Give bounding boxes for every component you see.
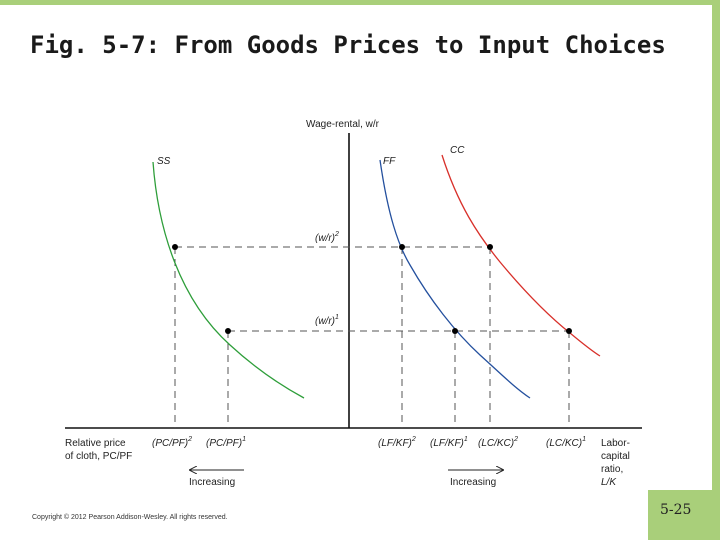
ss-point-2	[172, 244, 178, 250]
lf-kf-tick-1: (LF/KF)1	[430, 436, 468, 449]
top-accent-bar	[0, 0, 720, 5]
right-accent-bar	[712, 0, 720, 540]
wage-level-2-label: (w/r)2	[315, 231, 339, 244]
left-axis-label-line2: of cloth, PC/PF	[65, 451, 132, 462]
price-tick-1: (PC/PF)1	[206, 436, 246, 449]
wage-level-1-label: (w/r)1	[315, 314, 339, 327]
left-axis-label-line1: Relative price	[65, 438, 126, 449]
ss-curve	[152, 161, 305, 399]
cc-point-1	[566, 328, 572, 334]
right-increasing-label: Increasing	[450, 477, 496, 488]
price-tick-2: (PC/PF)2	[152, 436, 192, 449]
left-increasing-label: Increasing	[189, 477, 235, 488]
copyright-notice: Copyright © 2012 Pearson Addison-Wesley.…	[32, 514, 228, 521]
page-number-box	[648, 490, 720, 540]
ss-point-1	[225, 328, 231, 334]
cc-curve-label: CC	[450, 145, 465, 156]
cc-curve	[441, 154, 601, 357]
right-axis-label-line1: Labor-	[601, 438, 630, 449]
ff-curve-label: FF	[383, 156, 396, 167]
ff-point-1	[452, 328, 458, 334]
ff-point-2	[399, 244, 405, 250]
right-axis-label-line4: L/K	[601, 477, 617, 488]
lc-kc-tick-1: (LC/KC)1	[546, 436, 586, 449]
cc-point-2	[487, 244, 493, 250]
ss-curve-label: SS	[157, 156, 171, 167]
ff-curve	[379, 159, 531, 399]
right-axis-label-line2: capital	[601, 451, 630, 462]
slide-title: Fig. 5-7: From Goods Prices to Input Cho…	[30, 31, 666, 59]
lf-kf-tick-2: (LF/KF)2	[378, 436, 416, 449]
lc-kc-tick-2: (LC/KC)2	[478, 436, 518, 449]
right-axis-label-line3: ratio,	[601, 464, 623, 475]
vertical-axis-label: Wage-rental, w/r	[306, 119, 380, 130]
page-number: 5-25	[660, 502, 692, 518]
